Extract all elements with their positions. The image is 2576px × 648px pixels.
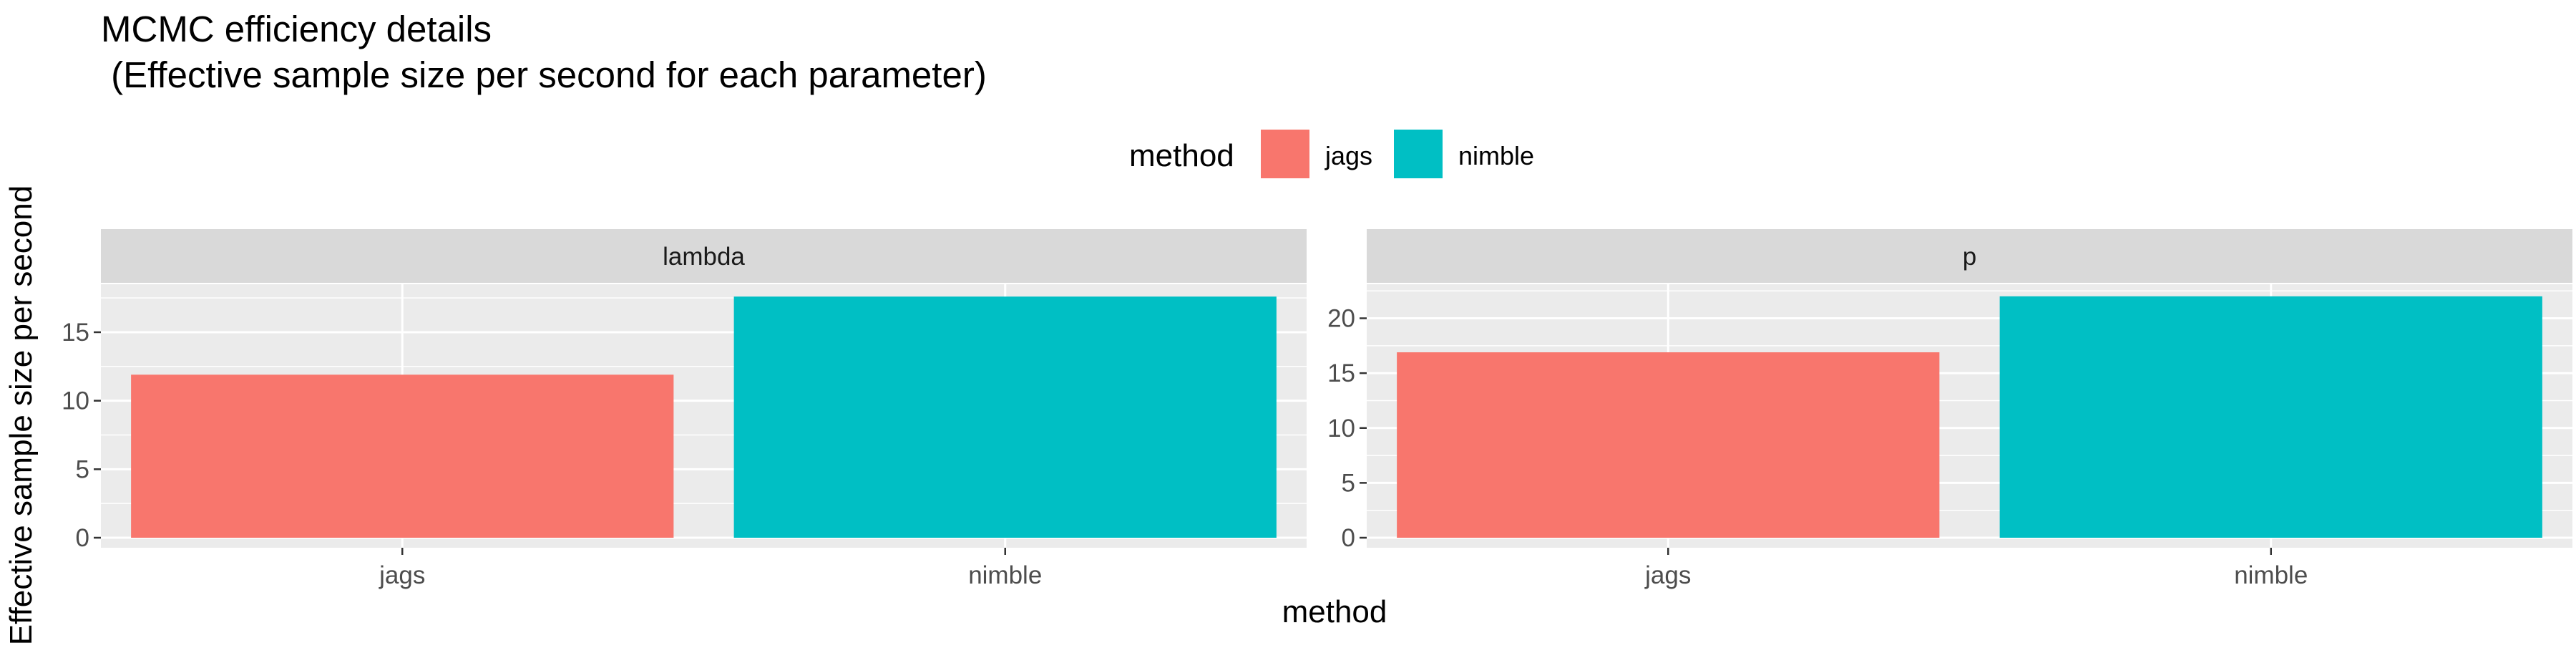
bar-lambda-nimble [733, 296, 1277, 538]
chart-title-line-2: (Effective sample size per second for ea… [101, 54, 987, 95]
bar-p-nimble [1999, 296, 2542, 538]
y-tick-label: 5 [1342, 469, 1355, 497]
facet-strip [1367, 229, 2572, 283]
x-tick-label: jags [1644, 561, 1691, 589]
legend-swatch-jags [1261, 130, 1309, 178]
chart-title-line-1: MCMC efficiency details [101, 9, 492, 49]
facet-lambda: lambda 0 5 10 15 jags nimble [62, 229, 1307, 589]
legend-swatch-nimble [1394, 130, 1443, 178]
facet-strip-label: lambda [663, 243, 745, 271]
y-tick-label: 10 [62, 387, 89, 415]
legend-label-nimble: nimble [1458, 141, 1534, 170]
x-tick-label: nimble [968, 561, 1042, 589]
legend-label-jags: jags [1324, 141, 1372, 170]
y-tick-label: 10 [1327, 415, 1355, 443]
y-tick-label: 15 [1327, 359, 1355, 387]
x-tick-label: jags [379, 561, 425, 589]
y-tick-label: 0 [1342, 524, 1355, 552]
y-tick-label: 15 [62, 319, 89, 347]
legend-title: method [1129, 138, 1234, 173]
x-tick-label: nimble [2234, 561, 2308, 589]
facets: lambda 0 5 10 15 jags nimble p 0 5 10 15 20 jags nimbl… [62, 229, 2572, 589]
y-tick-label: 20 [1327, 305, 1355, 333]
facet-strip [101, 229, 1307, 283]
x-axis-title: method [1282, 594, 1387, 629]
legend: method jags nimble [1129, 130, 1534, 178]
bar-p-jags [1397, 352, 1940, 538]
facet-p: p 0 5 10 15 20 jags nimble [1327, 229, 2572, 589]
bar-lambda-jags [131, 374, 674, 538]
y-axis-title: Effective sample size per second [4, 185, 39, 644]
y-tick-label: 5 [76, 455, 89, 483]
facet-strip-label: p [1963, 243, 1976, 271]
y-tick-label: 0 [76, 524, 89, 552]
